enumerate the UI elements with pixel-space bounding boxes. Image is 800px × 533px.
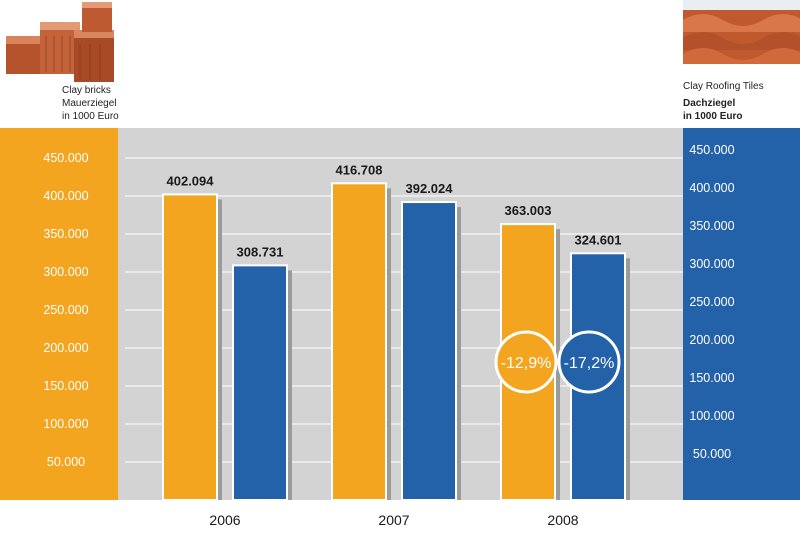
x-tick-label: 2006 bbox=[209, 512, 240, 528]
clay-bricks-unit: in 1000 Euro bbox=[62, 111, 119, 122]
data-label: 416.708 bbox=[336, 162, 383, 177]
y-tick-label-left: 400.000 bbox=[43, 189, 88, 203]
clay-bricks-axis-panel bbox=[0, 128, 118, 500]
bar bbox=[401, 201, 457, 501]
y-tick-label-right: 250.000 bbox=[689, 295, 734, 309]
y-tick-label-right: 300.000 bbox=[689, 257, 734, 271]
x-tick-label: 2008 bbox=[547, 512, 578, 528]
roof-tiles-photo bbox=[683, 0, 800, 64]
change-badge bbox=[494, 330, 558, 394]
change-badge-label: -12,9% bbox=[501, 355, 552, 372]
y-tick-label-right: 100.000 bbox=[689, 409, 734, 423]
bar bbox=[232, 264, 288, 501]
data-label: 392.024 bbox=[406, 181, 454, 196]
roofing-tiles-label-de: Dachziegel bbox=[683, 98, 736, 109]
y-tick-label-left: 450.000 bbox=[43, 151, 88, 165]
y-tick-label-left: 50.000 bbox=[47, 455, 85, 469]
y-tick-label-right: 200.000 bbox=[689, 333, 734, 347]
y-tick-label-right: 350.000 bbox=[689, 219, 734, 233]
clay-bricks-photo bbox=[0, 0, 118, 90]
y-tick-label-right: 150.000 bbox=[689, 371, 734, 385]
clay-bricks-label-de: Mauerziegel bbox=[62, 98, 117, 109]
roofing-tiles-header: Clay Roofing Tiles Dachziegel in 1000 Eu… bbox=[683, 80, 764, 123]
y-tick-label-left: 100.000 bbox=[43, 417, 88, 431]
roofing-tiles-axis-panel bbox=[683, 128, 800, 500]
clay-bricks-header: Clay bricks Mauerziegel in 1000 Euro bbox=[62, 84, 119, 123]
y-tick-label-left: 200.000 bbox=[43, 341, 88, 355]
bar bbox=[162, 193, 218, 501]
y-tick-label-right: 450.000 bbox=[689, 143, 734, 157]
y-tick-label-left: 350.000 bbox=[43, 227, 88, 241]
y-tick-label-left: 250.000 bbox=[43, 303, 88, 317]
roofing-tiles-unit: in 1000 Euro bbox=[683, 111, 743, 122]
data-label: 324.601 bbox=[575, 232, 622, 247]
change-badge bbox=[557, 330, 621, 394]
change-badge-label: -17,2% bbox=[564, 355, 615, 372]
roofing-tiles-label-en: Clay Roofing Tiles bbox=[683, 81, 764, 92]
x-tick-label: 2007 bbox=[378, 512, 409, 528]
data-label: 402.094 bbox=[167, 173, 215, 188]
y-tick-label-left: 300.000 bbox=[43, 265, 88, 279]
bar bbox=[331, 182, 387, 502]
data-label: 308.731 bbox=[237, 244, 284, 259]
y-tick-label-right: 400.000 bbox=[689, 181, 734, 195]
clay-bricks-label-en: Clay bricks bbox=[62, 85, 111, 96]
data-label: 363.003 bbox=[505, 203, 552, 218]
y-tick-label-left: 150.000 bbox=[43, 379, 88, 393]
y-tick-label-right: 50.000 bbox=[693, 447, 731, 461]
